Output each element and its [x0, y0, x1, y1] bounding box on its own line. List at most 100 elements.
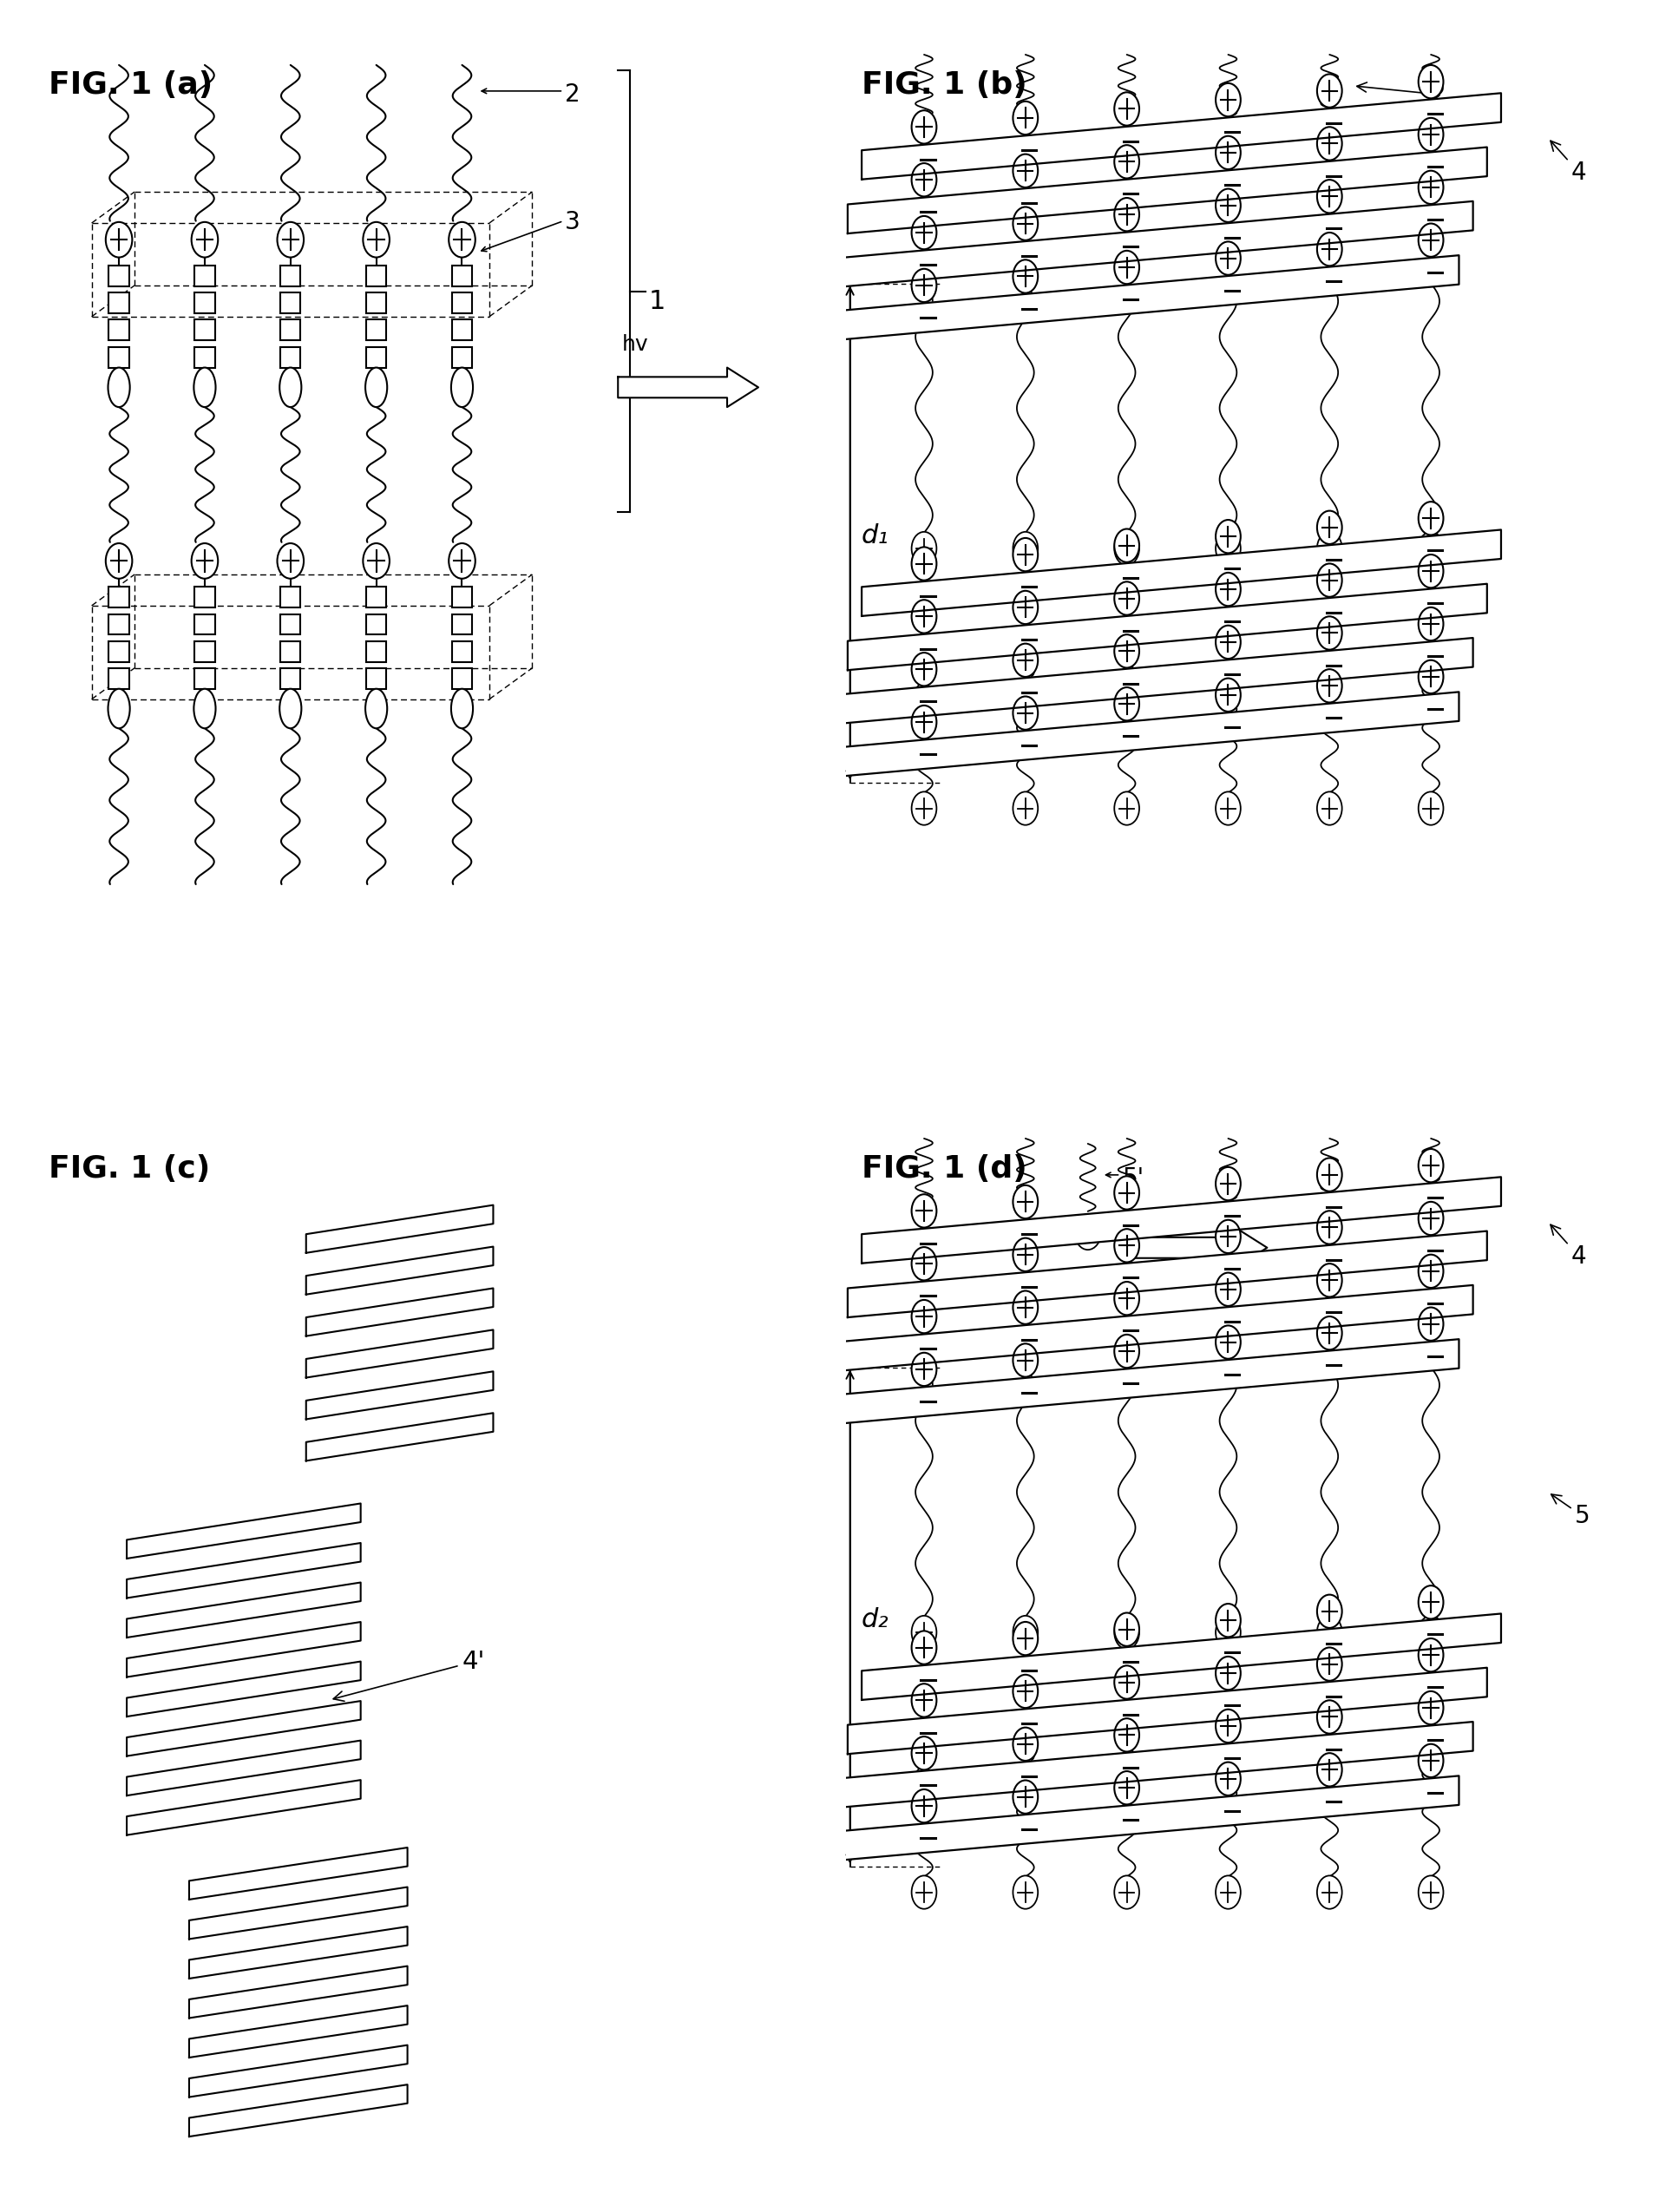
Polygon shape: [126, 1621, 360, 1677]
Polygon shape: [305, 1248, 493, 1294]
Ellipse shape: [365, 688, 387, 728]
Circle shape: [1418, 502, 1443, 535]
Bar: [109, 668, 129, 688]
Bar: [194, 641, 216, 661]
Circle shape: [1014, 697, 1039, 730]
Circle shape: [911, 1615, 937, 1648]
Circle shape: [1317, 232, 1342, 265]
Circle shape: [911, 1301, 937, 1334]
Circle shape: [1115, 93, 1140, 126]
Polygon shape: [126, 1544, 360, 1597]
Circle shape: [911, 546, 937, 580]
Bar: [451, 292, 473, 314]
Circle shape: [1418, 659, 1443, 692]
Circle shape: [191, 221, 217, 257]
Ellipse shape: [108, 688, 129, 728]
Ellipse shape: [194, 688, 216, 728]
Bar: [280, 321, 300, 341]
Circle shape: [1014, 1292, 1039, 1325]
Circle shape: [1014, 1674, 1039, 1708]
Polygon shape: [861, 1177, 1501, 1263]
Bar: [280, 347, 300, 367]
Polygon shape: [617, 367, 758, 407]
Polygon shape: [820, 1338, 1458, 1425]
Polygon shape: [189, 2006, 408, 2057]
Circle shape: [1014, 591, 1039, 624]
Text: 5: 5: [1551, 1495, 1591, 1528]
Circle shape: [911, 1683, 937, 1717]
Text: d₂: d₂: [861, 1608, 889, 1632]
Bar: [280, 668, 300, 688]
Circle shape: [1418, 555, 1443, 588]
Circle shape: [450, 221, 474, 257]
Circle shape: [1418, 1743, 1443, 1776]
Circle shape: [1216, 531, 1241, 564]
Circle shape: [1075, 1214, 1102, 1250]
Circle shape: [1418, 792, 1443, 825]
Text: 3: 3: [566, 210, 581, 234]
Polygon shape: [861, 93, 1501, 179]
Bar: [367, 321, 387, 341]
Circle shape: [911, 164, 937, 197]
Circle shape: [911, 599, 937, 633]
Circle shape: [106, 221, 133, 257]
Circle shape: [911, 1736, 937, 1770]
Circle shape: [1115, 582, 1140, 615]
Circle shape: [911, 653, 937, 686]
Circle shape: [1216, 1604, 1241, 1637]
Circle shape: [911, 217, 937, 250]
Circle shape: [277, 544, 304, 580]
Circle shape: [1317, 126, 1342, 159]
Circle shape: [1115, 1615, 1140, 1648]
Circle shape: [1014, 259, 1039, 292]
Circle shape: [1418, 1639, 1443, 1672]
Polygon shape: [189, 1887, 408, 1940]
Circle shape: [1317, 511, 1342, 544]
Circle shape: [1115, 792, 1140, 825]
Text: 2: 2: [1357, 82, 1447, 106]
Circle shape: [1418, 608, 1443, 641]
Bar: [194, 265, 216, 288]
Circle shape: [1418, 1586, 1443, 1619]
Bar: [367, 586, 387, 608]
Polygon shape: [861, 1613, 1501, 1699]
Ellipse shape: [451, 688, 473, 728]
Polygon shape: [305, 1287, 493, 1336]
Bar: [367, 292, 387, 314]
Circle shape: [1216, 241, 1241, 274]
Circle shape: [1216, 1710, 1241, 1743]
Circle shape: [1216, 1615, 1241, 1648]
Circle shape: [1115, 250, 1140, 283]
Circle shape: [1115, 635, 1140, 668]
Circle shape: [1115, 529, 1140, 562]
Circle shape: [911, 270, 937, 303]
Bar: [451, 668, 473, 688]
Circle shape: [1216, 1325, 1241, 1358]
Circle shape: [1014, 208, 1039, 241]
Bar: [280, 292, 300, 314]
Polygon shape: [126, 1504, 360, 1559]
Text: 5': 5': [1123, 1166, 1145, 1190]
Bar: [109, 641, 129, 661]
Bar: [451, 321, 473, 341]
Polygon shape: [305, 1329, 493, 1378]
Text: 4: 4: [1551, 1225, 1586, 1267]
Circle shape: [911, 1876, 937, 1909]
Bar: [367, 265, 387, 288]
Circle shape: [911, 1354, 937, 1387]
Bar: [367, 668, 387, 688]
Bar: [451, 265, 473, 288]
Text: d₁: d₁: [861, 524, 889, 549]
Bar: [109, 292, 129, 314]
Circle shape: [1418, 117, 1443, 150]
Text: FIG. 1 (a): FIG. 1 (a): [48, 71, 212, 100]
Circle shape: [1115, 1876, 1140, 1909]
Circle shape: [1216, 1763, 1241, 1796]
Text: 2: 2: [566, 82, 581, 106]
Circle shape: [1014, 1781, 1039, 1814]
Bar: [280, 615, 300, 635]
Bar: [194, 292, 216, 314]
Circle shape: [1317, 1595, 1342, 1628]
Circle shape: [911, 1194, 937, 1228]
Circle shape: [1115, 197, 1140, 230]
